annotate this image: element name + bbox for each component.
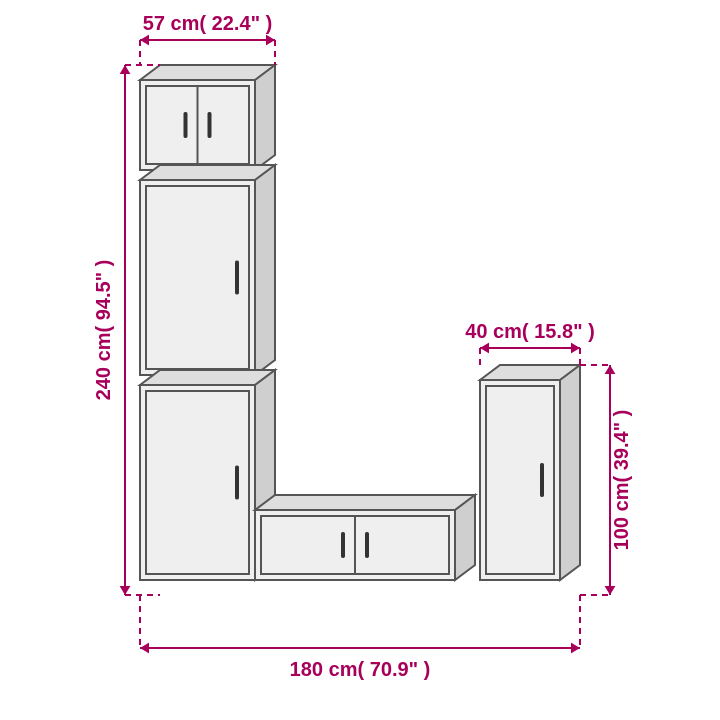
cabinet-low [255, 495, 475, 580]
cabinet-tall1 [140, 165, 275, 375]
cabinet-right [480, 365, 580, 580]
dim-bottom-width: 180 cm( 70.9" ) [290, 659, 431, 681]
dim-total-height: 240 cm( 94.5" ) [93, 260, 115, 401]
dim-right-height: 100 cm( 39.4" ) [611, 410, 633, 551]
dim-right-depth: 40 cm( 15.8" ) [465, 321, 595, 343]
dim-top-width: 57 cm( 22.4" ) [143, 13, 273, 35]
cabinet-top [140, 65, 275, 170]
dimension-diagram: 57 cm( 22.4" ) 240 cm( 94.5" ) 180 cm( 70.… [0, 0, 720, 720]
